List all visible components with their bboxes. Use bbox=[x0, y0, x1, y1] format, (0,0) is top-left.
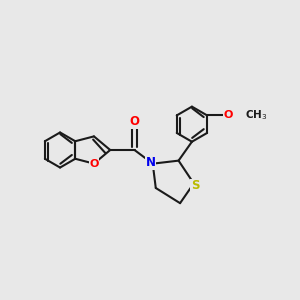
Text: S: S bbox=[191, 179, 199, 192]
Text: O: O bbox=[89, 159, 99, 169]
Text: N: N bbox=[146, 156, 156, 169]
Text: O: O bbox=[130, 115, 140, 128]
Text: CH$_3$: CH$_3$ bbox=[245, 109, 268, 122]
Text: O: O bbox=[224, 110, 233, 120]
